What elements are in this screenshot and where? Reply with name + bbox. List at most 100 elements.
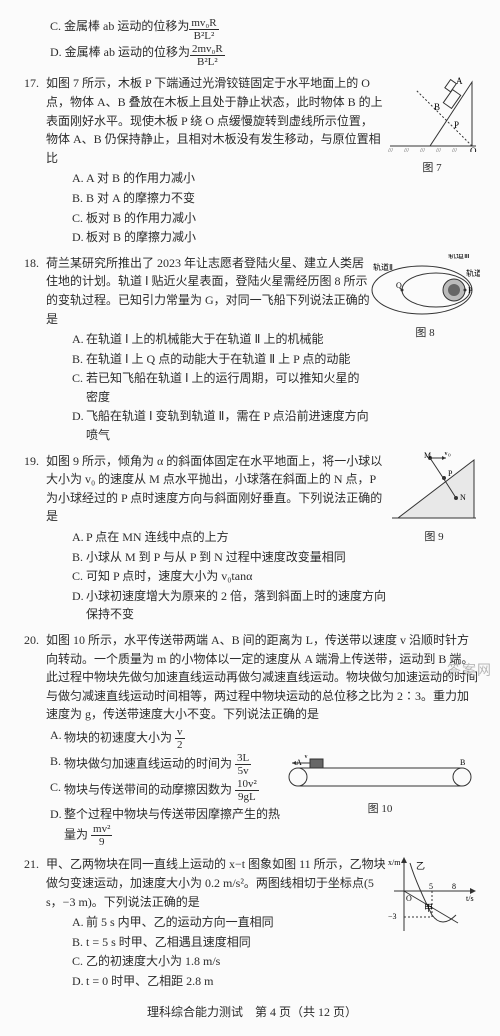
q18-option-b: B.在轨道 Ⅰ 上 Q 点的动能大于在轨道 Ⅱ 上 P 点的动能: [46, 350, 370, 369]
option-text: 物块的初速度大小为 v2: [64, 726, 185, 751]
svg-text:v₀: v₀: [444, 452, 451, 457]
svg-text:8: 8: [452, 882, 456, 891]
question-number: 17.: [24, 74, 39, 93]
option-text: 前 5 s 内甲、乙的运动方向一直相同: [86, 913, 274, 932]
option-text: 若已知飞船在轨道 Ⅰ 上的运行周期，可以推知火星的密度: [86, 369, 370, 406]
question-body: 甲、乙两物块在同一直线上运动的 x−t 图象如图 11 所示，乙物块做匀变速运动…: [46, 857, 386, 908]
option-text: 板对 B 的作用力减小: [86, 209, 196, 228]
option-text: 整个过程中物块与传送带因摩擦产生的热量为 mv²9: [64, 805, 280, 849]
q17-option-b: B.B 对 A 的摩擦力不变: [46, 189, 384, 208]
fraction: mv₀R B²L²: [189, 17, 218, 42]
svg-text:轨道Ⅲ: 轨道Ⅲ: [448, 254, 470, 260]
question-21: 21. 甲、乙两物块在同一直线上运动的 x−t 图象如图 11 所示，乙物块做匀…: [24, 855, 480, 991]
svg-text:///: ///: [388, 148, 393, 152]
q19-option-a: A.P 点在 MN 连线中点的上方: [46, 528, 388, 547]
svg-text:B: B: [434, 102, 440, 112]
svg-text:乙: 乙: [416, 861, 425, 871]
question-19: 19. 如图 9 所示，倾角为 α 的斜面体固定在水平地面上，将一小球以大小为 …: [24, 452, 480, 625]
figure-caption: 图 7: [384, 160, 480, 177]
option-text: 小球初速度增大为原来的 2 倍，落到斜面上时的速度方向保持不变: [86, 587, 388, 624]
q19-option-c: C.可知 P 点时，速度大小为 v₀tanα: [46, 567, 388, 586]
svg-text:O: O: [406, 894, 412, 903]
option-text: 乙的初速度大小为 1.8 m/s: [86, 952, 220, 971]
option-text: 飞船在轨道 Ⅰ 变轨到轨道 Ⅱ，需在 P 点沿前进速度方向喷气: [86, 407, 370, 444]
option-text: 板对 B 的摩擦力减小: [86, 228, 196, 247]
question-number: 21.: [24, 855, 39, 874]
figure-caption: 图 9: [388, 529, 480, 546]
option-text: C. 金属棒 ab 运动的位移为: [50, 17, 189, 36]
option-text: A 对 B 的作用力减小: [86, 169, 195, 188]
option-text: 可知 P 点时，速度大小为 v₀tanα: [86, 567, 252, 586]
figure-8: 轨道Ⅲ 轨道Ⅱ 轨道Ⅰ Q P 图 8: [370, 254, 480, 446]
question-18: 18. 荷兰某研究所推出了 2023 年让志愿者登陆火星、建立人类居住地的计划。…: [24, 254, 480, 446]
figure-7: /// /// /// /// /// A B P O 图 7: [384, 74, 480, 247]
question-17: 17. 如图 7 所示，木板 P 下端通过光滑铰链固定于水平地面上的 O 点，物…: [24, 74, 480, 247]
svg-text:t/s: t/s: [466, 894, 474, 903]
q20-option-b: B. 物块做匀加速直线运动的时间为 3L5v: [24, 752, 280, 777]
q21-option-a: A.前 5 s 内甲、乙的运动方向一直相同: [46, 913, 386, 932]
svg-text:轨道Ⅱ: 轨道Ⅱ: [373, 262, 393, 272]
figure-11: x/m t/s 乙 甲 5 8 −3 O: [386, 855, 480, 991]
option-text: t = 0 时甲、乙相距 2.8 m: [86, 972, 213, 991]
question-number: 19.: [24, 452, 39, 471]
option-text: t = 5 s 时甲、乙相遇且速度相同: [86, 933, 251, 952]
option-text: 物块与传送带间的动摩擦因数为 10v²9gL: [64, 778, 259, 803]
option-text: 在轨道 Ⅰ 上 Q 点的动能大于在轨道 Ⅱ 上 P 点的动能: [86, 350, 350, 369]
q16-option-d: D. 金属棒 ab 运动的位移为 2mv₀R B²L²: [24, 43, 480, 68]
q21-option-c: C.乙的初速度大小为 1.8 m/s: [46, 952, 386, 971]
svg-text:−3: −3: [388, 912, 397, 921]
q19-option-d: D.小球初速度增大为原来的 2 倍，落到斜面上时的速度方向保持不变: [46, 587, 388, 624]
svg-text:x/m: x/m: [388, 858, 401, 867]
figure-caption: 图 8: [370, 325, 480, 342]
svg-text:M: M: [424, 452, 431, 460]
q18-option-a: A.在轨道 Ⅰ 上的机械能大于在轨道 Ⅱ 上的机械能: [46, 330, 370, 349]
svg-text:甲: 甲: [424, 903, 433, 913]
q21-option-d: D.t = 0 时甲、乙相距 2.8 m: [46, 972, 386, 991]
figure-caption: 图 10: [280, 801, 480, 818]
option-text: P 点在 MN 连线中点的上方: [86, 528, 229, 547]
svg-text:Q: Q: [396, 281, 402, 290]
svg-text:///: ///: [420, 148, 425, 152]
option-text: B 对 A 的摩擦力不变: [86, 189, 195, 208]
q18-option-d: D.飞船在轨道 Ⅰ 变轨到轨道 Ⅱ，需在 P 点沿前进速度方向喷气: [46, 407, 370, 444]
page-footer: 理科综合能力测试 第 4 页（共 12 页）: [24, 1003, 480, 1022]
svg-text:P: P: [454, 120, 459, 130]
svg-text:B: B: [460, 758, 465, 767]
question-number: 20.: [24, 631, 39, 650]
svg-text:///: ///: [404, 148, 409, 152]
svg-text:轨道Ⅰ: 轨道Ⅰ: [466, 268, 480, 278]
option-text: D. 金属棒 ab 运动的位移为: [50, 43, 190, 62]
q20-option-a: A. 物块的初速度大小为 v2: [24, 726, 280, 751]
svg-text:///: ///: [436, 148, 441, 152]
q20-option-c: C. 物块与传送带间的动摩擦因数为 10v²9gL: [24, 778, 280, 803]
question-body: 如图 10 所示，水平传送带两端 A、B 间的距离为 L，传送带以速度 v 沿顺…: [46, 633, 478, 721]
question-body: 荷兰某研究所推出了 2023 年让志愿者登陆火星、建立人类居住地的计划。轨道 Ⅰ…: [46, 256, 370, 326]
q16-option-c: C. 金属棒 ab 运动的位移为 mv₀R B²L²: [24, 17, 480, 42]
svg-text:A: A: [456, 76, 463, 86]
option-text: 在轨道 Ⅰ 上的机械能大于在轨道 Ⅱ 上的机械能: [86, 330, 323, 349]
figure-9: M P N v₀ 图 9: [388, 452, 480, 625]
q21-option-b: B.t = 5 s 时甲、乙相遇且速度相同: [46, 933, 386, 952]
q17-option-d: D.板对 B 的摩擦力减小: [46, 228, 384, 247]
svg-text:v: v: [304, 755, 308, 760]
q19-option-b: B.小球从 M 到 P 与从 P 到 N 过程中速度改变量相同: [46, 548, 388, 567]
option-text: 小球从 M 到 P 与从 P 到 N 过程中速度改变量相同: [86, 548, 346, 567]
svg-text:P: P: [448, 469, 453, 478]
svg-text:A: A: [296, 758, 302, 767]
svg-text:///: ///: [452, 148, 457, 152]
question-body: 如图 9 所示，倾角为 α 的斜面体固定在水平地面上，将一小球以大小为 v₀ 的…: [46, 454, 382, 524]
watermark: 答案网: [447, 661, 492, 683]
svg-text:P: P: [468, 286, 473, 295]
question-body: 如图 7 所示，木板 P 下端通过光滑铰链固定于水平地面上的 O 点，物体 A、…: [46, 76, 383, 164]
svg-text:N: N: [460, 493, 466, 502]
question-number: 18.: [24, 254, 39, 273]
fraction: 2mv₀R B²L²: [190, 43, 225, 68]
option-text: 物块做匀加速直线运动的时间为 3L5v: [64, 752, 251, 777]
q20-option-d: D. 整个过程中物块与传送带因摩擦产生的热量为 mv²9: [24, 805, 280, 849]
question-20: 20. 如图 10 所示，水平传送带两端 A、B 间的距离为 L，传送带以速度 …: [24, 631, 480, 849]
svg-text:O: O: [470, 146, 477, 152]
svg-text:5: 5: [429, 882, 433, 891]
q17-option-c: C.板对 B 的作用力减小: [46, 209, 384, 228]
figure-10: v A B 图 10: [280, 755, 480, 818]
q18-option-c: C.若已知飞船在轨道 Ⅰ 上的运行周期，可以推知火星的密度: [46, 369, 370, 406]
